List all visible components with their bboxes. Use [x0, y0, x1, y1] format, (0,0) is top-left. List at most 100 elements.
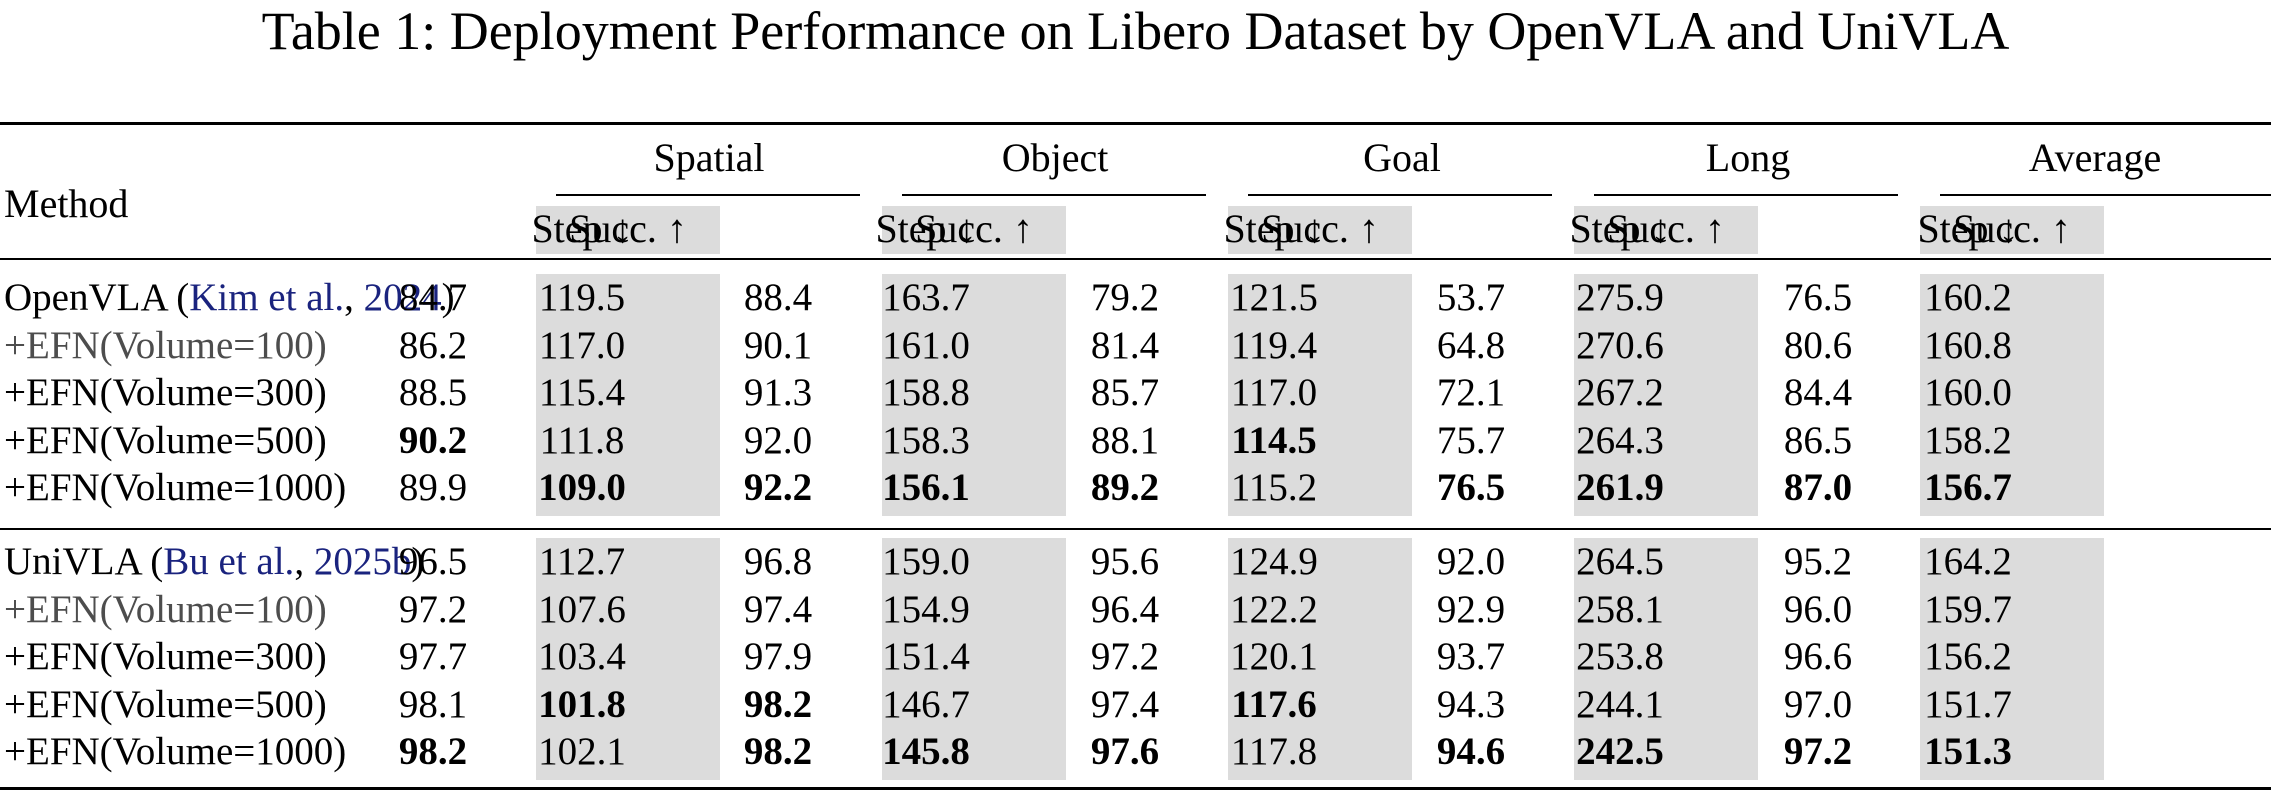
table-cell: 92.2 [743, 466, 813, 509]
table-cell: 87.0 [1783, 466, 1853, 509]
succ-column-shade [882, 274, 1066, 516]
method-name: +EFN(Volume=300) [4, 635, 327, 678]
table-cell: 156.2 [1924, 635, 2012, 678]
table-cell: 156.1 [882, 466, 970, 509]
table-cell: 154.9 [882, 587, 970, 631]
table-cell: 151.7 [1924, 682, 2012, 726]
table-cell: 88.5 [398, 371, 468, 414]
table-cell: 96.6 [1783, 635, 1853, 678]
table-caption: Table 1: Deployment Performance on Liber… [261, 1, 2010, 61]
table-cell: 161.0 [882, 323, 970, 367]
table-cell: 160.0 [1924, 371, 2012, 414]
table-cell: 64.8 [1436, 323, 1506, 367]
table-cell: 95.2 [1783, 540, 1853, 583]
method-cell: OpenVLA (Kim et al., 2024) [4, 276, 455, 320]
table-cell: 261.9 [1576, 466, 1664, 509]
table-cell: 115.4 [538, 371, 626, 414]
table-cell: 115.2 [1230, 466, 1318, 509]
group-header-spatial: Spatial [653, 135, 765, 180]
group-underline [1248, 194, 1552, 196]
table-cell: 95.6 [1090, 540, 1160, 583]
table-cell: 92.0 [743, 418, 813, 462]
citation-author: Bu et al. [163, 540, 295, 583]
table-cell: 264.5 [1576, 540, 1664, 583]
table-cell: 275.9 [1576, 276, 1664, 319]
group-header-average: Average [2028, 135, 2162, 180]
table-cell: 97.2 [1090, 635, 1160, 678]
citation-sep: , [344, 276, 364, 319]
bottom-rule [0, 787, 2271, 790]
succ-header: Succ. ↑ [1261, 206, 1379, 251]
table-cell: 119.5 [538, 276, 626, 319]
table-cell: 124.9 [1230, 540, 1318, 583]
method-name: +EFN(Volume=300) [4, 371, 327, 414]
table-cell: 253.8 [1576, 635, 1664, 678]
table-cell: 97.6 [1090, 730, 1160, 773]
method-cell: +EFN(Volume=1000) [4, 730, 346, 774]
table-cell: 160.8 [1924, 323, 2012, 367]
table-cell: 98.2 [398, 730, 468, 773]
table-cell: 84.7 [398, 276, 468, 319]
table-cell: 270.6 [1576, 323, 1664, 367]
method-cell: +EFN(Volume=1000) [4, 466, 346, 510]
citation-close: ) [411, 540, 425, 583]
table-cell: 111.8 [539, 418, 625, 462]
group-underline [1940, 194, 2271, 196]
succ-column-shade [536, 274, 720, 516]
table-cell: 159.7 [1924, 587, 2012, 631]
table-cell: 158.8 [882, 371, 970, 414]
table-cell: 96.8 [743, 540, 813, 583]
table-cell: 160.2 [1924, 276, 2012, 319]
table-cell: 146.7 [882, 682, 970, 726]
succ-header-shade [882, 206, 1066, 254]
table-cell: 96.0 [1783, 587, 1853, 631]
table-cell: 158.3 [882, 418, 970, 462]
table-cell: 98.2 [743, 730, 813, 773]
table-cell: 89.2 [1090, 466, 1160, 509]
succ-header-shade [1920, 206, 2104, 254]
table-cell: 145.8 [882, 730, 970, 773]
table-cell: 122.2 [1230, 587, 1318, 631]
succ-header: Succ. ↑ [1607, 206, 1725, 251]
table-cell: 97.4 [1090, 682, 1160, 726]
method-name: +EFN(Volume=100) [4, 323, 327, 367]
succ-column-shade [1920, 274, 2104, 516]
table-cell: 76.5 [1783, 276, 1853, 319]
table-cell: 88.4 [743, 276, 813, 319]
table-cell: 114.5 [1231, 418, 1317, 462]
group-underline [1594, 194, 1898, 196]
table-cell: 96.5 [398, 540, 468, 583]
table-cell: 85.7 [1090, 371, 1160, 414]
succ-header: Succ. ↑ [1953, 206, 2071, 251]
citation-year: 2025b [313, 540, 412, 583]
table-cell: 84.4 [1783, 371, 1853, 414]
method-cell: +EFN(Volume=300) [4, 371, 327, 415]
method-cell: +EFN(Volume=500) [4, 419, 327, 463]
table-cell: 93.7 [1436, 635, 1506, 678]
table-cell: 117.0 [1230, 371, 1318, 414]
table-cell: 90.2 [398, 418, 468, 462]
group-header-long: Long [1705, 135, 1791, 180]
table-cell: 88.1 [1090, 418, 1160, 462]
succ-column-shade [1228, 538, 1412, 780]
table-cell: 151.4 [882, 635, 970, 678]
method-cell: +EFN(Volume=100) [4, 588, 327, 632]
table-cell: 242.5 [1576, 730, 1664, 773]
table-cell: 158.2 [1924, 418, 2012, 462]
succ-column-shade [1574, 538, 1758, 780]
table-cell: 98.2 [743, 682, 813, 726]
table-cell: 97.2 [1783, 730, 1853, 773]
table-cell: 72.1 [1436, 371, 1506, 414]
table-cell: 97.0 [1783, 682, 1853, 726]
table-cell: 81.4 [1090, 323, 1160, 367]
table-cell: 97.9 [743, 635, 813, 678]
table-cell: 159.0 [882, 540, 970, 583]
table-cell: 90.1 [743, 323, 813, 367]
method-name: +EFN(Volume=1000) [4, 466, 347, 509]
table-cell: 258.1 [1576, 587, 1664, 631]
table-cell: 94.6 [1436, 730, 1506, 773]
top-rule [0, 122, 2271, 125]
table-cell: 151.3 [1924, 730, 2012, 773]
step-header: Step ↓ [531, 206, 633, 251]
step-header: Step ↓ [875, 206, 977, 251]
